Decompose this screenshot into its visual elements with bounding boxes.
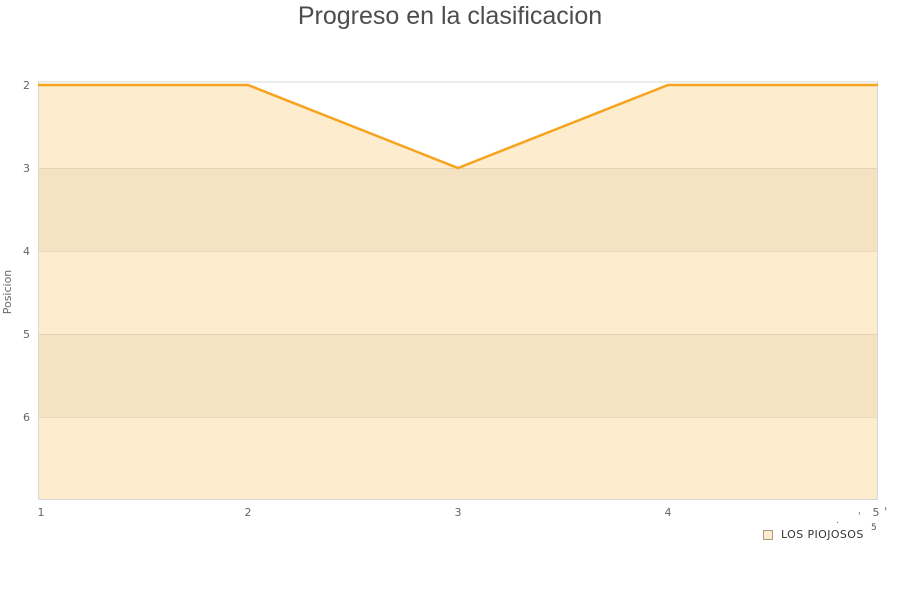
y-tick-label: 6 bbox=[23, 411, 30, 424]
legend-stray-mark: . bbox=[836, 515, 840, 526]
legend-stray-mark: ' bbox=[858, 511, 861, 522]
alternate-band bbox=[38, 168, 878, 251]
legend-series-label: LOS PIOJOSOS bbox=[781, 528, 864, 541]
x-tick-label: 1 bbox=[38, 506, 45, 519]
legend-swatch-icon bbox=[763, 529, 773, 540]
axis-stray-label: 5 bbox=[871, 523, 877, 533]
chart-title: Progreso en la clasificacion bbox=[297, 2, 603, 30]
legend-stray-mark: ' bbox=[884, 505, 888, 519]
series-area bbox=[38, 85, 878, 500]
x-tick-label: 3 bbox=[455, 506, 462, 519]
y-tick-label: 2 bbox=[23, 79, 30, 92]
x-tick-label: 4 bbox=[665, 506, 672, 519]
y-axis-title: Posicion bbox=[1, 270, 14, 315]
x-tick-label: 2 bbox=[245, 506, 252, 519]
series-line-path bbox=[38, 83, 878, 170]
alternate-band bbox=[38, 334, 878, 417]
plot-borders bbox=[38, 82, 878, 500]
legend-item[interactable]: LOS PIOJOSOS bbox=[763, 528, 864, 541]
x-tick-label: 5 bbox=[873, 506, 880, 519]
tick-labels: 2 3 4 5 6 1 2 3 4 5 bbox=[23, 79, 880, 519]
y-tick-label: 4 bbox=[23, 245, 30, 258]
gridlines bbox=[38, 81, 878, 418]
series-area-fill bbox=[38, 85, 878, 500]
series-line bbox=[38, 83, 878, 170]
y-tick-label: 3 bbox=[23, 162, 30, 175]
y-tick-label: 5 bbox=[23, 328, 30, 341]
alternate-bands bbox=[38, 168, 878, 417]
